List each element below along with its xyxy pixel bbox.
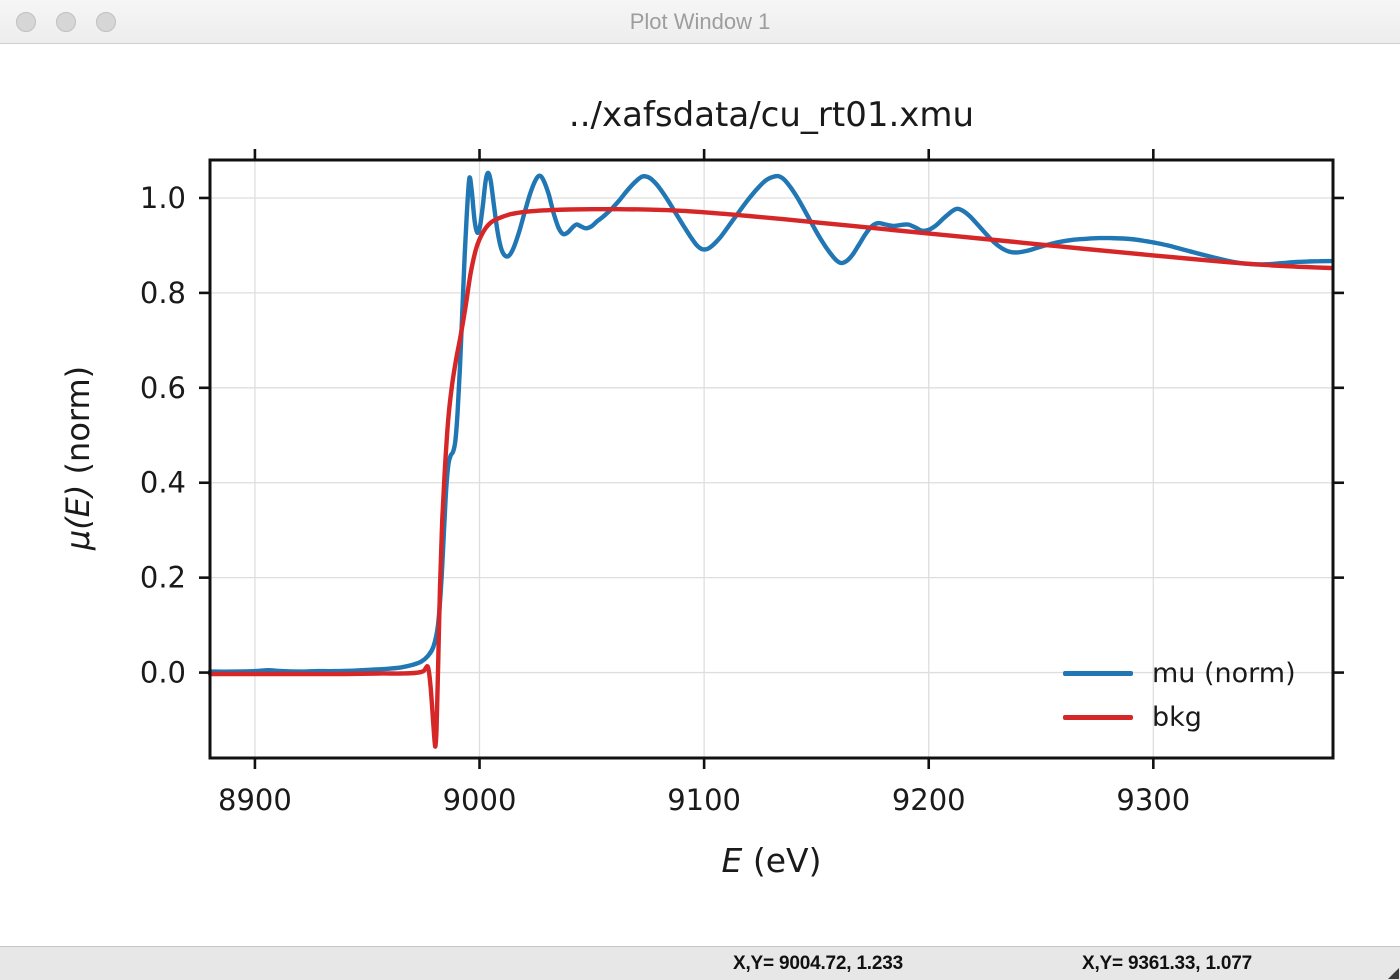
status-bar: X,Y= 9004.72, 1.233 X,Y= 9361.33, 1.077 bbox=[0, 946, 1400, 980]
x-axis-label: E (eV) bbox=[210, 841, 1333, 880]
y-tick-label: 0.0 bbox=[140, 656, 186, 690]
legend-line-bkg bbox=[1063, 714, 1133, 720]
x-tick-label: 9100 bbox=[667, 783, 741, 817]
minimize-button[interactable] bbox=[56, 12, 76, 32]
legend-label-mu: mu (norm) bbox=[1152, 657, 1296, 689]
x-tick-label: 9300 bbox=[1116, 783, 1190, 817]
legend-line-mu bbox=[1063, 670, 1133, 676]
y-axis-label-units: (norm) bbox=[59, 365, 97, 485]
y-tick-label: 0.6 bbox=[140, 371, 186, 405]
x-axis-label-symbol: E bbox=[721, 841, 743, 880]
legend-label-bkg: bkg bbox=[1152, 701, 1202, 733]
y-axis-label-symbol: μ(E) bbox=[59, 484, 97, 551]
y-axis-label: μ(E) (norm) bbox=[58, 308, 98, 608]
legend: mu (norm) bkg bbox=[1063, 651, 1296, 739]
legend-entry-bkg: bkg bbox=[1063, 695, 1296, 739]
y-tick-label: 0.8 bbox=[140, 276, 186, 310]
y-tick-label: 1.0 bbox=[140, 181, 186, 215]
y-tick-label: 0.4 bbox=[140, 466, 186, 500]
resize-grip-icon[interactable] bbox=[1388, 968, 1399, 979]
window-title: Plot Window 1 bbox=[629, 9, 771, 34]
x-axis-label-units: (eV) bbox=[742, 841, 822, 880]
cursor-readout-1: X,Y= 9004.72, 1.233 bbox=[733, 953, 903, 974]
close-button[interactable] bbox=[16, 12, 36, 32]
legend-entry-mu: mu (norm) bbox=[1063, 651, 1296, 695]
x-tick-label: 9000 bbox=[443, 783, 517, 817]
bkg-curve bbox=[207, 206, 1333, 749]
figure-canvas: 8900 9000 9100 9200 9300 0.0 0.2 0.4 0.6 0.8 1.0 .… bbox=[0, 44, 1400, 946]
mu-norm-curve bbox=[207, 170, 1333, 674]
y-tick-label: 0.2 bbox=[140, 561, 186, 595]
plot-title: ../xafsdata/cu_rt01.xmu bbox=[568, 95, 975, 135]
plot-area[interactable] bbox=[208, 158, 1335, 760]
zoom-button[interactable] bbox=[96, 12, 116, 32]
plot-svg: 8900 9000 9100 9200 9300 0.0 0.2 0.4 0.6 0.8 1.0 bbox=[140, 149, 1344, 817]
cursor-readout-2: X,Y= 9361.33, 1.077 bbox=[1082, 953, 1252, 974]
window-titlebar: Plot Window 1 bbox=[0, 0, 1400, 44]
x-tick-label: 9200 bbox=[892, 783, 966, 817]
x-tick-label: 8900 bbox=[218, 783, 292, 817]
